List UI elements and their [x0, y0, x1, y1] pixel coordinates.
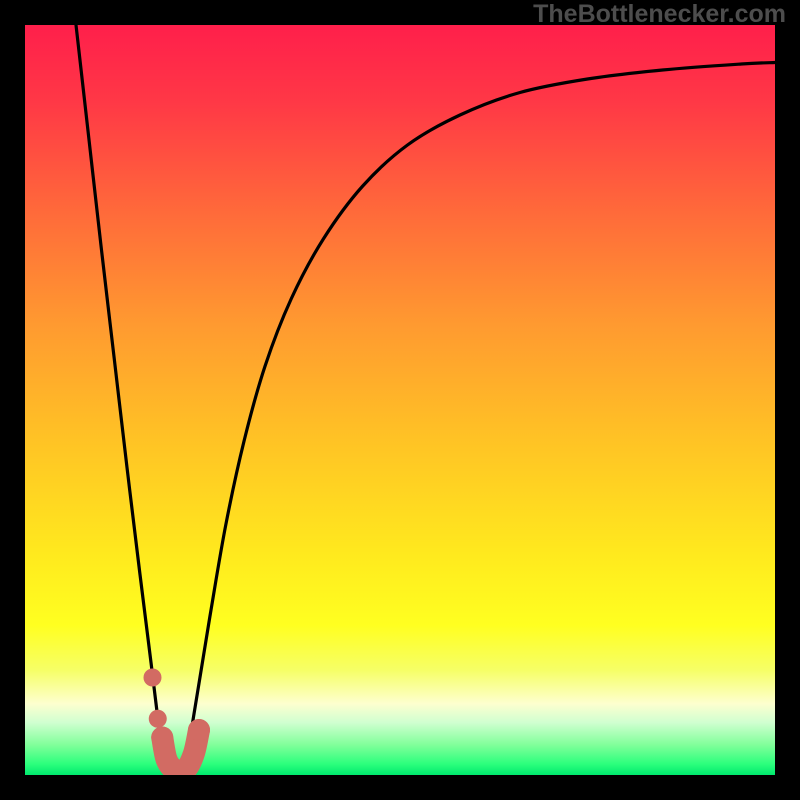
marker-tail-cap-0 — [151, 727, 173, 749]
marker-dot-1 — [149, 710, 167, 728]
marker-dot-0 — [144, 669, 162, 687]
bottleneck-chart: TheBottlenecker.com — [0, 0, 800, 800]
plot-bg — [25, 25, 775, 775]
marker-tail-cap-1 — [188, 719, 210, 741]
chart-svg — [0, 0, 800, 800]
watermark-text: TheBottlenecker.com — [533, 0, 786, 29]
